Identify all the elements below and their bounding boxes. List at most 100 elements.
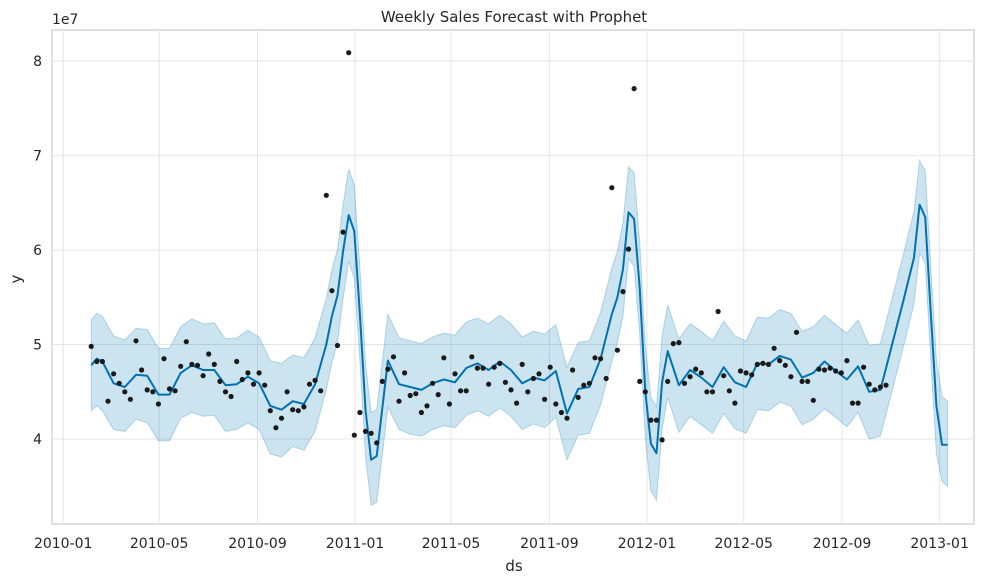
actual-point xyxy=(250,381,257,387)
actual-point xyxy=(357,409,363,416)
actual-point xyxy=(530,375,537,382)
actual-point xyxy=(609,185,615,191)
actual-point xyxy=(749,372,755,378)
actual-point xyxy=(754,361,760,367)
actual-point xyxy=(765,361,772,367)
actual-point xyxy=(267,408,273,414)
actual-point xyxy=(139,367,145,373)
actual-point xyxy=(273,425,279,431)
actual-point xyxy=(805,378,811,384)
actual-point xyxy=(295,408,301,414)
actual-point xyxy=(676,340,682,346)
actual-point xyxy=(827,365,833,371)
actual-point xyxy=(133,338,139,344)
actual-point xyxy=(709,389,716,395)
actual-point xyxy=(418,409,424,416)
actual-point xyxy=(127,396,133,402)
x-tick-label: 2011-01 xyxy=(326,536,385,552)
actual-point xyxy=(368,430,374,436)
actual-point xyxy=(200,373,206,379)
actual-point xyxy=(278,415,285,421)
actual-point xyxy=(883,382,889,388)
actual-point xyxy=(536,371,542,377)
actual-point xyxy=(245,370,251,376)
y-tick-label: 5 xyxy=(33,338,42,354)
actual-point xyxy=(206,351,212,357)
x-axis-ticks: 2010-01 2010-05 2010-09 2011-01 2011-05 2011-… xyxy=(34,536,969,552)
actual-point xyxy=(463,388,469,394)
x-tick-label: 2011-05 xyxy=(422,536,481,552)
actual-point xyxy=(648,417,654,423)
x-tick-label: 2011-09 xyxy=(520,536,579,552)
actual-point xyxy=(670,341,676,347)
actual-point xyxy=(553,401,559,407)
actual-point xyxy=(721,373,727,379)
actual-point xyxy=(592,355,598,361)
actual-point xyxy=(782,362,788,368)
actual-point xyxy=(777,358,783,364)
actual-point xyxy=(788,374,794,380)
actual-point xyxy=(603,375,609,382)
actual-point xyxy=(469,354,475,360)
actual-point xyxy=(849,400,856,406)
actual-point xyxy=(340,229,346,235)
actual-point xyxy=(570,367,576,373)
actual-point xyxy=(519,361,525,367)
actual-point xyxy=(413,391,419,397)
actual-point xyxy=(771,345,777,351)
actual-point xyxy=(256,370,262,376)
plot-area xyxy=(51,29,975,525)
actual-point xyxy=(290,407,296,413)
actual-point xyxy=(116,380,122,386)
x-tick-label: 2010-09 xyxy=(228,536,287,552)
actual-point xyxy=(698,370,704,376)
x-tick-label: 2012-09 xyxy=(813,536,872,552)
actual-point xyxy=(821,367,828,373)
actual-point xyxy=(833,368,839,374)
x-axis-label: ds xyxy=(505,557,523,575)
actual-point xyxy=(665,378,671,384)
actual-point xyxy=(844,358,850,364)
actual-point xyxy=(508,387,514,393)
actual-point xyxy=(346,50,352,56)
y-tick-label: 8 xyxy=(33,54,42,70)
actual-point xyxy=(743,370,749,376)
y-tick-label: 6 xyxy=(33,243,42,259)
actual-point xyxy=(234,358,240,365)
actual-point xyxy=(99,358,105,365)
actual-point xyxy=(586,380,593,386)
actual-point xyxy=(816,366,822,372)
actual-point xyxy=(681,380,688,386)
actual-point xyxy=(486,381,492,387)
actual-point xyxy=(491,364,497,370)
actual-point xyxy=(480,365,486,371)
actual-point xyxy=(542,396,548,402)
actual-point xyxy=(88,343,94,349)
actual-point xyxy=(323,192,329,198)
actual-point xyxy=(228,393,234,400)
actual-point xyxy=(866,381,872,387)
actual-point xyxy=(704,389,710,395)
x-tick-label: 2012-05 xyxy=(714,536,773,552)
actual-point xyxy=(575,394,581,400)
actual-point xyxy=(183,339,189,345)
actual-point xyxy=(312,377,318,383)
actual-point xyxy=(385,366,391,372)
actual-point xyxy=(653,417,660,423)
actual-point xyxy=(502,379,508,385)
actual-point xyxy=(111,371,117,377)
uncertainty-interval xyxy=(90,158,949,506)
actual-point xyxy=(687,374,693,380)
y-axis-ticks: 4 5 6 7 8 xyxy=(33,54,42,448)
actual-point xyxy=(620,289,626,295)
y-axis-offset-label: 1e7 xyxy=(52,12,78,28)
actual-point xyxy=(430,380,436,386)
actual-point xyxy=(301,404,307,410)
actual-point xyxy=(877,384,884,390)
actual-point xyxy=(306,381,313,387)
actual-point xyxy=(855,400,861,406)
actual-point xyxy=(105,398,111,404)
grid-lines xyxy=(52,30,974,524)
